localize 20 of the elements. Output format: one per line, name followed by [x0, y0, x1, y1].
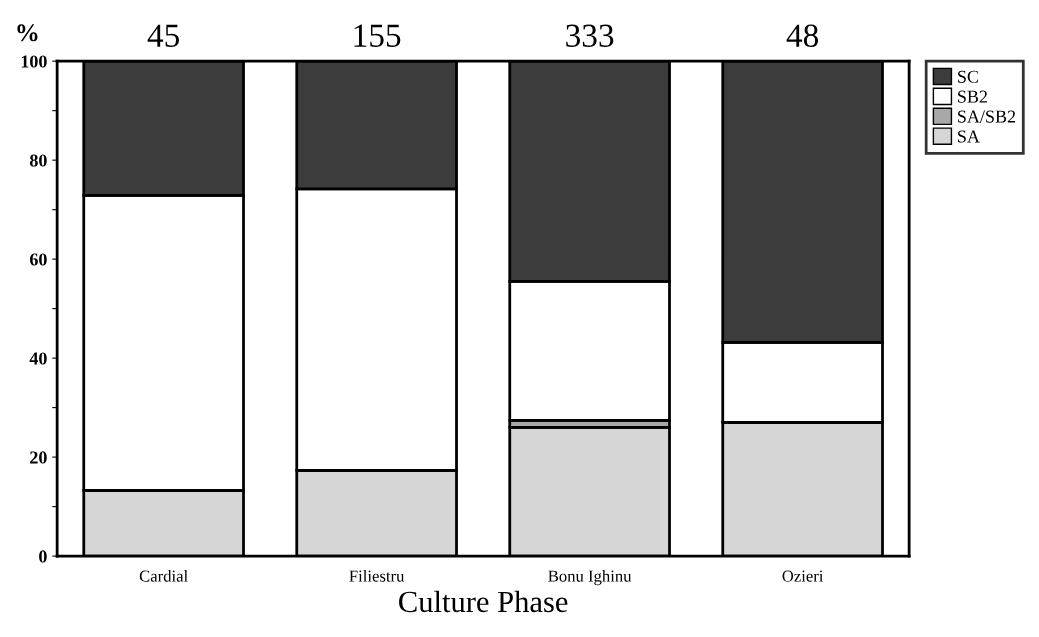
- legend-label: SA: [958, 130, 980, 143]
- text: 48: [786, 24, 819, 47]
- y-tick-label: 60: [29, 253, 47, 266]
- legend-label: SC: [958, 70, 978, 83]
- y-tick-label: 20: [30, 451, 47, 464]
- y-tick-label: 100: [21, 55, 47, 68]
- x-tick-label: Ozieri: [782, 570, 824, 582]
- text: 155: [354, 24, 401, 47]
- x-axis-title: Culture Phase: [399, 590, 568, 613]
- x-tick-label: Bonu Ighinu: [548, 569, 632, 586]
- x-tick-label: Filiestru: [349, 569, 405, 582]
- legend-label: SB2: [958, 90, 987, 103]
- text: 333: [566, 24, 614, 47]
- y-tick-label: 40: [29, 352, 47, 365]
- text: 45: [147, 24, 180, 47]
- y-tick-label: 80: [29, 154, 47, 167]
- x-tick-label: Cardial: [139, 569, 188, 582]
- y-axis-title: %: [17, 24, 38, 42]
- legend-label: SA/SB2: [958, 110, 1016, 123]
- y-tick-label: 0: [39, 550, 47, 563]
